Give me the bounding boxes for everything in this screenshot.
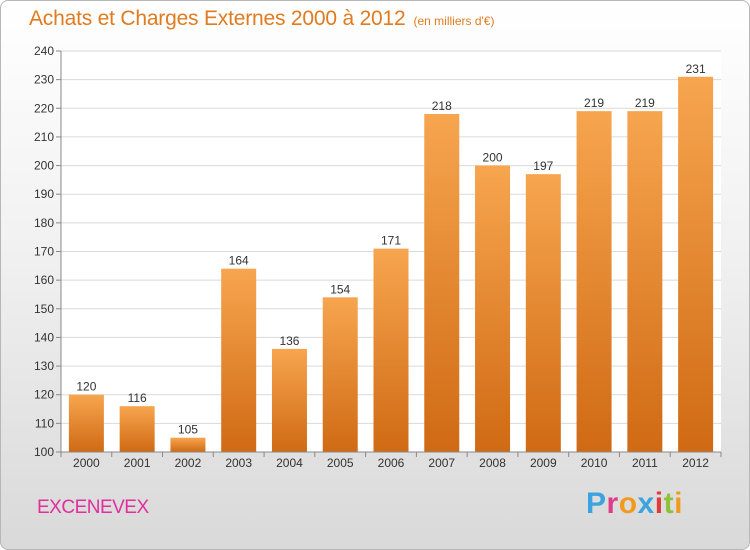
x-tick-label: 2000 [73,456,100,470]
bar-2006 [373,248,409,452]
y-tick-label: 150 [34,302,54,316]
data-label: 105 [178,423,198,437]
logo-letter: o [618,487,638,520]
x-tick-label: 2008 [479,456,506,470]
x-tick-label: 2005 [327,456,354,470]
x-tick-label: 2002 [175,456,202,470]
title-row: Achats et Charges Externes 2000 à 2012 (e… [29,7,494,31]
y-tick-label: 120 [34,388,54,402]
y-tick-label: 210 [34,130,54,144]
y-tick-label: 140 [34,330,54,344]
data-label: 116 [128,391,147,405]
y-axis: 100 110 120 130 140 150 160 170 180 190 200 210 220 2… [34,44,62,459]
x-tick-label: 2009 [530,456,557,470]
bar-2001 [119,406,155,452]
bar-2000 [68,394,104,452]
logo-letter: i [654,487,664,520]
data-label: 120 [76,380,96,394]
place-name: EXCENEVEX [37,497,149,518]
bar-2012 [678,76,714,453]
y-tick-label: 100 [34,445,54,459]
bar-chart: 100 110 120 130 140 150 160 170 180 190 200 210 220 2… [34,44,722,470]
y-tick-label: 220 [34,101,54,115]
data-label: 231 [686,62,706,76]
y-tick-label: 110 [35,416,54,430]
x-tick-label: 2007 [428,456,455,470]
logo-letter: x [637,487,655,520]
y-tick-label: 230 [34,73,54,87]
bar-2008 [475,165,511,453]
bar-2002 [170,437,206,452]
logo-letter: t [663,487,675,520]
data-label: 136 [279,334,299,348]
logo-letter: i [674,487,683,520]
x-axis: 2000 2001 2002 2003 2004 2005 2006 2007 2008 2009… [60,451,722,470]
y-tick-label: 200 [34,159,54,173]
data-label: 154 [330,282,350,296]
x-tick-label: 2003 [225,456,252,470]
chart-subtitle: (en milliers d'€) [413,14,495,28]
bars: 120 116 105 164 136 154 171 218 200 197 219 219 231 [68,62,714,453]
bar-2009 [525,174,561,452]
chart-title: Achats et Charges Externes 2000 à 2012 [29,7,406,30]
bar-2007 [424,114,460,452]
logo-letter: r [606,487,619,520]
data-label: 164 [229,254,249,268]
x-tick-label: 2010 [581,456,608,470]
bar-2004 [271,348,307,452]
y-tick-label: 180 [34,216,54,230]
x-tick-label: 2012 [682,456,709,470]
bar-2010 [576,111,612,453]
y-tick-label: 130 [34,359,54,373]
bar-2011 [627,111,663,453]
proxiti-logo[interactable]: Proxiti [586,487,683,521]
data-label: 219 [584,96,604,110]
y-tick-label: 170 [34,245,54,259]
x-tick-label: 2001 [124,456,151,470]
data-label: 197 [533,159,553,173]
data-label: 218 [432,99,452,113]
bar-2003 [221,268,257,452]
x-tick-label: 2011 [632,456,658,470]
y-tick-label: 190 [34,187,54,201]
y-tick-label: 240 [34,44,54,58]
data-label: 219 [635,96,655,110]
y-tick-label: 160 [34,273,54,287]
x-tick-label: 2006 [378,456,405,470]
x-tick-label: 2004 [276,456,303,470]
logo-letter: P [586,487,607,520]
bar-2005 [322,297,358,452]
data-label: 200 [483,151,503,165]
data-label: 171 [381,234,401,248]
